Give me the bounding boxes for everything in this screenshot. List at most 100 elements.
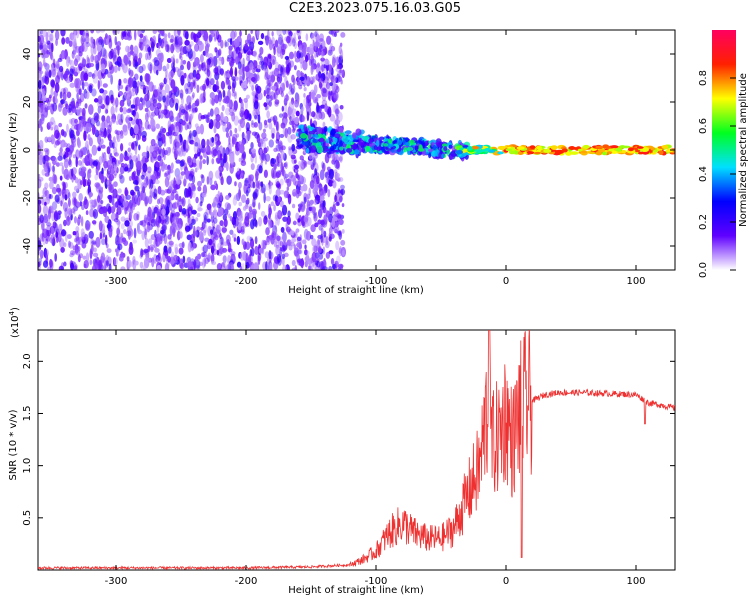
heatmap-cell <box>311 206 316 214</box>
heatmap-cell <box>285 67 290 76</box>
heatmap-cell <box>239 30 242 37</box>
heatmap-cell <box>601 151 608 156</box>
heatmap-cell <box>187 241 192 253</box>
heatmap-cell <box>156 214 159 222</box>
heatmap-cell <box>60 246 65 253</box>
heatmap-cell <box>297 76 300 87</box>
heatmap-cell <box>323 148 330 152</box>
heatmap-cell <box>209 92 215 99</box>
heatmap-cell <box>244 65 250 73</box>
heatmap-cell <box>390 149 395 153</box>
heatmap-cell <box>379 136 385 141</box>
heatmap-cell <box>298 241 302 250</box>
heatmap-cell <box>77 160 83 166</box>
heatmap-cell <box>156 223 161 228</box>
heatmap-cell <box>159 30 165 35</box>
heatmap-cell <box>83 72 89 82</box>
heatmap-cell <box>111 118 116 124</box>
heatmap-cell <box>150 179 154 189</box>
heatmap-cell <box>291 143 296 152</box>
heatmap-cell <box>248 204 253 211</box>
heatmap-cell <box>75 30 80 39</box>
heatmap-cell <box>441 143 448 147</box>
heatmap-cell <box>207 112 211 118</box>
heatmap-cell <box>324 152 330 164</box>
heatmap-cell <box>152 30 157 34</box>
heatmap-cell <box>173 85 178 91</box>
heatmap-cell <box>312 39 315 51</box>
heatmap-cell <box>170 162 174 170</box>
heatmap-cell <box>302 46 307 57</box>
heatmap-cell <box>98 186 104 191</box>
heatmap-cell <box>167 146 172 154</box>
heatmap-cell <box>327 188 331 198</box>
heatmap-cell <box>62 182 66 191</box>
heatmap-cell <box>120 223 125 230</box>
heatmap-cell <box>162 147 165 158</box>
heatmap-cell <box>298 160 302 167</box>
heatmap-cell <box>127 147 131 153</box>
heatmap-cell <box>366 145 371 152</box>
heatmap-cell <box>49 33 54 42</box>
colorbar-tick-label: 0.4 <box>698 166 709 182</box>
heatmap-cell <box>184 31 189 40</box>
heatmap-cell <box>139 41 144 51</box>
heatmap-cell <box>113 202 117 209</box>
heatmap-cell <box>260 187 266 194</box>
heatmap-cell <box>319 195 325 201</box>
heatmap-cell <box>267 53 272 59</box>
heatmap-cell <box>125 190 129 197</box>
heatmap-cell <box>294 116 300 125</box>
heatmap-cell <box>298 259 305 267</box>
heatmap-cell <box>196 213 201 218</box>
heatmap-cell <box>139 261 144 269</box>
heatmap-cell <box>50 134 55 145</box>
heatmap-cell <box>209 78 215 86</box>
heatmap-cell <box>214 180 217 186</box>
colorbar-tick-label: 0.8 <box>698 70 709 86</box>
heatmap-cell <box>203 214 207 224</box>
heatmap-cell <box>317 246 322 254</box>
snr-x-ticks: -300 -200 -100 0 100 <box>105 330 646 587</box>
heatmap-cell <box>85 252 90 263</box>
heatmap-cell <box>187 81 191 88</box>
heatmap-cell <box>313 212 317 219</box>
heatmap-cell <box>337 214 342 219</box>
heatmap-cell <box>156 161 161 168</box>
heatmap-cell <box>190 242 195 252</box>
heatmap-cell <box>295 228 300 233</box>
heatmap-cell <box>317 239 321 246</box>
heatmap-cell <box>333 94 339 99</box>
heatmap-cell <box>266 110 270 119</box>
heatmap-cell <box>208 58 211 66</box>
heatmap-cell <box>107 124 112 134</box>
heatmap-cell <box>305 94 312 103</box>
heatmap-cell <box>243 49 247 54</box>
heatmap-cell <box>159 52 164 63</box>
heatmap-cell <box>72 108 78 113</box>
heatmap-cell <box>205 48 209 57</box>
heatmap-cell <box>216 202 222 209</box>
heatmap-cell <box>254 236 258 245</box>
heatmap-cell <box>210 212 214 217</box>
heatmap-cell <box>133 227 137 239</box>
heatmap-cell <box>229 262 234 267</box>
heatmap-cell <box>191 209 197 215</box>
heatmap-cell <box>488 149 496 153</box>
heatmap-cell <box>298 46 303 51</box>
heatmap-cell <box>329 113 336 122</box>
heatmap-cell <box>208 170 214 181</box>
heatmap-cell <box>471 145 480 150</box>
heatmap-cell <box>408 139 415 144</box>
heatmap-cell <box>197 207 203 212</box>
heatmap-cell <box>55 231 59 238</box>
heatmap-cell <box>580 150 588 154</box>
heatmap-cell <box>183 72 187 79</box>
heatmap-cell <box>336 255 341 264</box>
heatmap-cell <box>168 90 173 99</box>
heatmap-cell <box>130 119 136 125</box>
heatmap-cell <box>280 64 284 75</box>
heatmap-cell <box>309 234 314 240</box>
heatmap-cell <box>241 194 246 204</box>
heatmap-cell <box>270 158 277 164</box>
